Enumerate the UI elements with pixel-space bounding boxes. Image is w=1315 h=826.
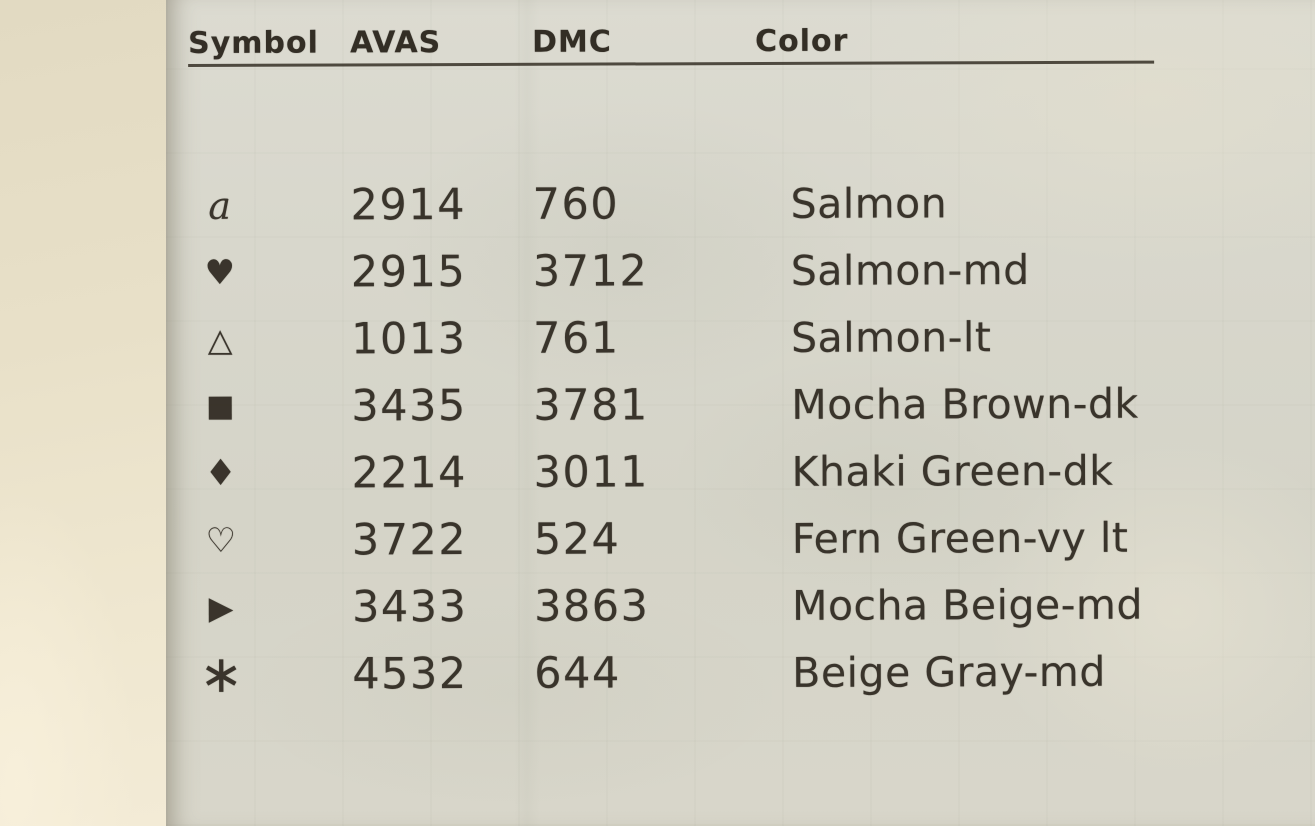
dmc-cell: 524 <box>533 513 621 565</box>
pattern-key-paper <box>166 0 1315 826</box>
cream-margin-strip <box>0 0 166 826</box>
script-a-icon: a <box>208 183 232 228</box>
key-table-rows: a 2914 760 Salmon ♥ 2915 3712 Salmon-md … <box>189 169 1157 708</box>
avas-cell: 2915 <box>350 246 467 297</box>
color-name-cell: Salmon-md <box>790 245 1030 295</box>
color-name-cell: Beige Gray-md <box>792 647 1106 697</box>
dmc-cell: 3781 <box>533 379 649 431</box>
avas-cell: 3433 <box>351 581 468 632</box>
filled-diamond-icon: ♦ <box>204 452 237 494</box>
header-dmc: DMC <box>531 24 612 60</box>
key-table-header: Symbol AVAS DMC Color <box>188 22 1155 67</box>
asterisk-icon: ∗ <box>199 644 244 705</box>
table-row: a 2914 760 Salmon <box>189 169 1155 239</box>
avas-cell: 3435 <box>351 380 467 431</box>
avas-cell: 1013 <box>351 313 467 364</box>
avas-cell: 2914 <box>350 179 467 230</box>
open-heart-icon: ♡ <box>205 520 237 561</box>
table-row: △ 1013 761 Salmon-lt <box>189 303 1155 373</box>
table-row: ■ 3435 3781 Mocha Brown-dk <box>189 370 1155 440</box>
avas-cell: 4532 <box>352 648 468 699</box>
filled-right-triangle-icon: ▶ <box>208 588 234 627</box>
color-name-cell: Mocha Brown-dk <box>791 379 1139 429</box>
avas-cell: 2214 <box>351 447 468 498</box>
open-triangle-icon: △ <box>207 320 233 359</box>
table-row: ♦ 2214 3011 Khaki Green-dk <box>189 437 1155 507</box>
table-row: ♡ 3722 524 Fern Green-vy lt <box>190 504 1156 574</box>
dmc-cell: 644 <box>534 647 621 699</box>
header-symbol: Symbol <box>188 25 319 61</box>
dmc-cell: 760 <box>532 178 620 230</box>
color-name-cell: Fern Green-vy lt <box>791 513 1129 563</box>
header-avas: AVAS <box>349 25 442 61</box>
color-name-cell: Mocha Beige-md <box>791 580 1144 630</box>
avas-cell: 3722 <box>351 514 468 565</box>
color-name-cell: Salmon <box>790 178 948 228</box>
dmc-cell: 761 <box>533 312 620 364</box>
table-row: ♥ 2915 3712 Salmon-md <box>189 236 1155 306</box>
dmc-cell: 3863 <box>533 580 650 632</box>
filled-heart-icon: ♥ <box>204 252 236 293</box>
table-row: ▶ 3433 3863 Mocha Beige-md <box>190 571 1156 641</box>
header-color: Color <box>754 23 849 60</box>
dmc-cell: 3712 <box>532 245 649 297</box>
table-row: ∗ 4532 644 Beige Gray-md <box>190 638 1156 708</box>
color-name-cell: Salmon-lt <box>791 312 992 362</box>
floss-color-key: Symbol AVAS DMC Color a 2914 760 Salmon … <box>188 22 1157 708</box>
dmc-cell: 3011 <box>533 446 650 498</box>
color-name-cell: Khaki Green-dk <box>791 446 1114 496</box>
filled-square-icon: ■ <box>206 388 235 424</box>
copier-streak <box>514 0 540 826</box>
